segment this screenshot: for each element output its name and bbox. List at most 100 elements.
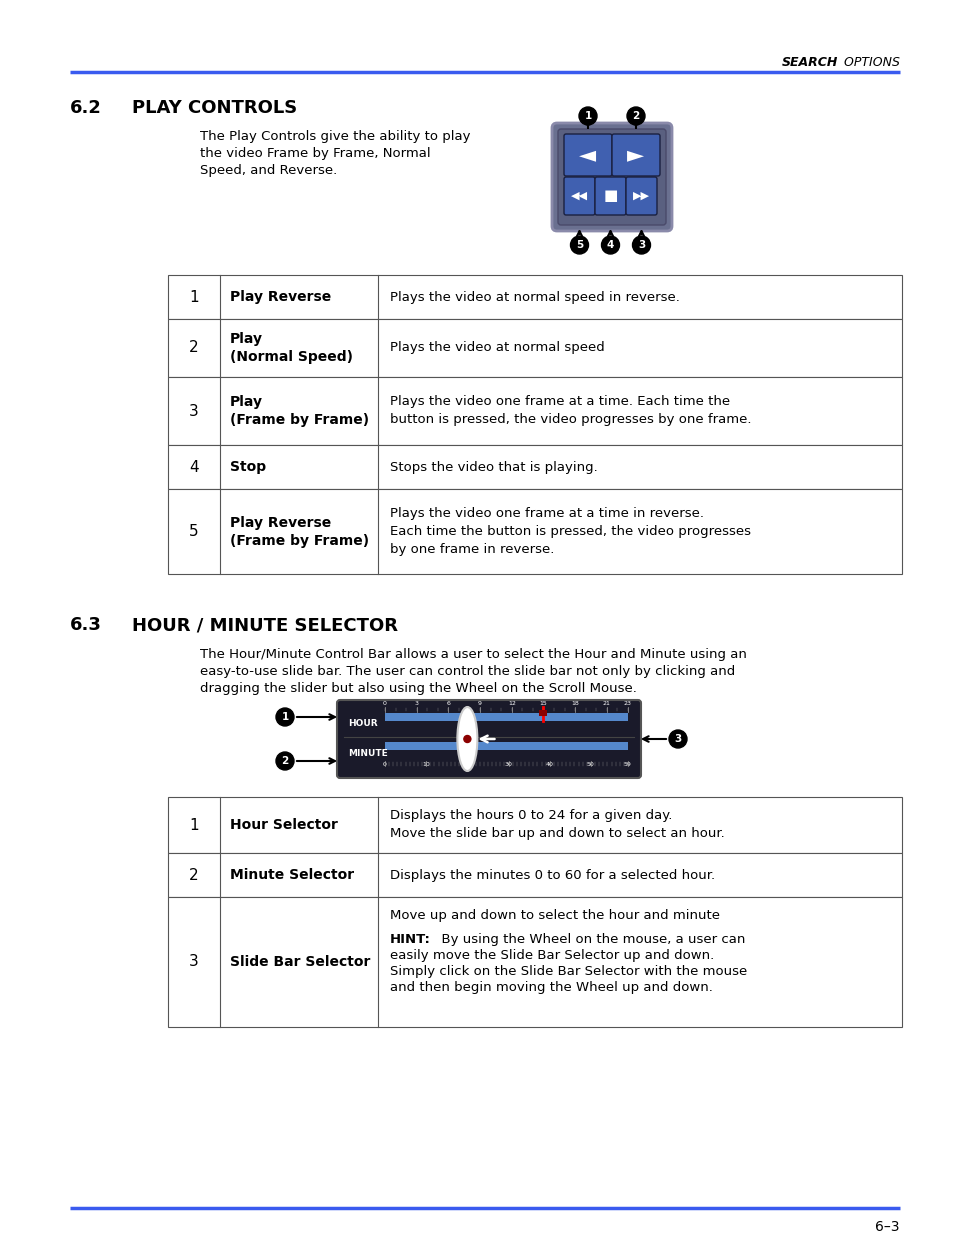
- Text: 1: 1: [281, 713, 289, 722]
- Bar: [168, 445, 901, 489]
- Text: ►: ►: [627, 144, 644, 165]
- Text: Plays the video one frame at a time. Each time the: Plays the video one frame at a time. Eac…: [390, 395, 729, 409]
- Bar: [168, 797, 901, 853]
- Text: Move up and down to select the hour and minute: Move up and down to select the hour and …: [390, 909, 720, 923]
- Text: Displays the minutes 0 to 60 for a selected hour.: Displays the minutes 0 to 60 for a selec…: [390, 868, 715, 882]
- Text: Speed, and Reverse.: Speed, and Reverse.: [200, 164, 337, 177]
- Text: (Frame by Frame): (Frame by Frame): [230, 534, 369, 547]
- Text: ◀◀: ◀◀: [571, 191, 587, 201]
- Bar: [385, 713, 627, 721]
- Text: 3: 3: [189, 955, 198, 969]
- Ellipse shape: [456, 706, 476, 771]
- FancyBboxPatch shape: [612, 135, 659, 177]
- Text: 1: 1: [189, 818, 198, 832]
- FancyBboxPatch shape: [552, 124, 671, 231]
- Text: 0: 0: [383, 762, 387, 767]
- Bar: [168, 275, 901, 319]
- Bar: [168, 853, 901, 897]
- Text: by one frame in reverse.: by one frame in reverse.: [390, 543, 554, 556]
- Circle shape: [275, 708, 294, 726]
- Text: Stop: Stop: [230, 459, 266, 474]
- Bar: [168, 489, 901, 574]
- Text: Move the slide bar up and down to select an hour.: Move the slide bar up and down to select…: [390, 827, 724, 841]
- Text: Plays the video at normal speed in reverse.: Plays the video at normal speed in rever…: [390, 290, 679, 304]
- FancyBboxPatch shape: [563, 135, 612, 177]
- Text: Plays the video one frame at a time in reverse.: Plays the video one frame at a time in r…: [390, 508, 703, 520]
- Circle shape: [668, 730, 686, 748]
- Text: PLAY CONTROLS: PLAY CONTROLS: [132, 99, 297, 117]
- Text: easy-to-use slide bar. The user can control the slide bar not only by clicking a: easy-to-use slide bar. The user can cont…: [200, 664, 735, 678]
- Bar: [168, 897, 901, 1028]
- Bar: [538, 710, 547, 716]
- Text: 6–3: 6–3: [875, 1220, 899, 1234]
- Text: 15: 15: [539, 701, 547, 706]
- Bar: [385, 742, 627, 750]
- Text: HOUR / MINUTE SELECTOR: HOUR / MINUTE SELECTOR: [132, 616, 397, 634]
- Text: 2: 2: [632, 111, 639, 121]
- Text: 6.3: 6.3: [70, 616, 102, 634]
- Text: 21: 21: [602, 701, 610, 706]
- Circle shape: [626, 107, 644, 125]
- Text: 50: 50: [586, 762, 594, 767]
- Text: 6.2: 6.2: [70, 99, 102, 117]
- Bar: [168, 319, 901, 377]
- Text: easily move the Slide Bar Selector up and down.: easily move the Slide Bar Selector up an…: [390, 948, 714, 962]
- Text: Displays the hours 0 to 24 for a given day.: Displays the hours 0 to 24 for a given d…: [390, 809, 672, 823]
- Text: ▶▶: ▶▶: [633, 191, 649, 201]
- Bar: [168, 377, 901, 445]
- Text: Play: Play: [230, 332, 263, 346]
- Text: HOUR: HOUR: [348, 720, 377, 729]
- Text: ■: ■: [602, 189, 617, 204]
- Text: 3: 3: [415, 701, 418, 706]
- Text: 6: 6: [446, 701, 450, 706]
- Text: 1: 1: [584, 111, 591, 121]
- Text: Play Reverse: Play Reverse: [230, 290, 331, 304]
- Text: 2: 2: [189, 867, 198, 883]
- Text: the video Frame by Frame, Normal: the video Frame by Frame, Normal: [200, 147, 430, 161]
- Text: 4: 4: [189, 459, 198, 474]
- Text: 12: 12: [507, 701, 516, 706]
- Text: Plays the video at normal speed: Plays the video at normal speed: [390, 342, 604, 354]
- Text: Minute Selector: Minute Selector: [230, 868, 354, 882]
- Circle shape: [463, 736, 471, 742]
- Text: The Hour/Minute Control Bar allows a user to select the Hour and Minute using an: The Hour/Minute Control Bar allows a use…: [200, 648, 746, 661]
- Text: MINUTE: MINUTE: [348, 750, 387, 758]
- Text: (Normal Speed): (Normal Speed): [230, 350, 353, 364]
- Text: Slide Bar Selector: Slide Bar Selector: [230, 955, 370, 969]
- Text: 3: 3: [189, 404, 198, 419]
- Text: 9: 9: [477, 701, 481, 706]
- Text: Hour Selector: Hour Selector: [230, 818, 337, 832]
- Text: The Play Controls give the ability to play: The Play Controls give the ability to pl…: [200, 130, 470, 143]
- Text: 59: 59: [623, 762, 631, 767]
- Text: 5: 5: [189, 524, 198, 538]
- Text: 20: 20: [463, 762, 471, 767]
- Circle shape: [275, 752, 294, 769]
- Text: 4: 4: [606, 240, 614, 249]
- Text: (Frame by Frame): (Frame by Frame): [230, 412, 369, 427]
- Circle shape: [632, 236, 650, 254]
- Circle shape: [578, 107, 597, 125]
- Text: button is pressed, the video progresses by one frame.: button is pressed, the video progresses …: [390, 414, 751, 426]
- Text: 0: 0: [383, 701, 387, 706]
- Text: 23: 23: [623, 701, 631, 706]
- Text: Play: Play: [230, 395, 263, 409]
- Text: HINT:: HINT:: [390, 932, 431, 946]
- Text: 40: 40: [545, 762, 553, 767]
- Text: ◄: ◄: [578, 144, 596, 165]
- Text: 1: 1: [189, 289, 198, 305]
- Text: 2: 2: [189, 341, 198, 356]
- FancyBboxPatch shape: [558, 128, 665, 225]
- Text: and then begin moving the Wheel up and down.: and then begin moving the Wheel up and d…: [390, 981, 712, 994]
- Text: 2: 2: [281, 756, 289, 766]
- Text: 18: 18: [571, 701, 578, 706]
- Text: 3: 3: [674, 734, 680, 743]
- Circle shape: [601, 236, 618, 254]
- Text: 30: 30: [504, 762, 512, 767]
- Text: Simply click on the Slide Bar Selector with the mouse: Simply click on the Slide Bar Selector w…: [390, 965, 746, 978]
- Text: 10: 10: [422, 762, 430, 767]
- FancyBboxPatch shape: [563, 177, 595, 215]
- Text: dragging the slider but also using the Wheel on the Scroll Mouse.: dragging the slider but also using the W…: [200, 682, 637, 695]
- Text: Play Reverse: Play Reverse: [230, 515, 331, 530]
- FancyBboxPatch shape: [625, 177, 657, 215]
- FancyBboxPatch shape: [336, 700, 640, 778]
